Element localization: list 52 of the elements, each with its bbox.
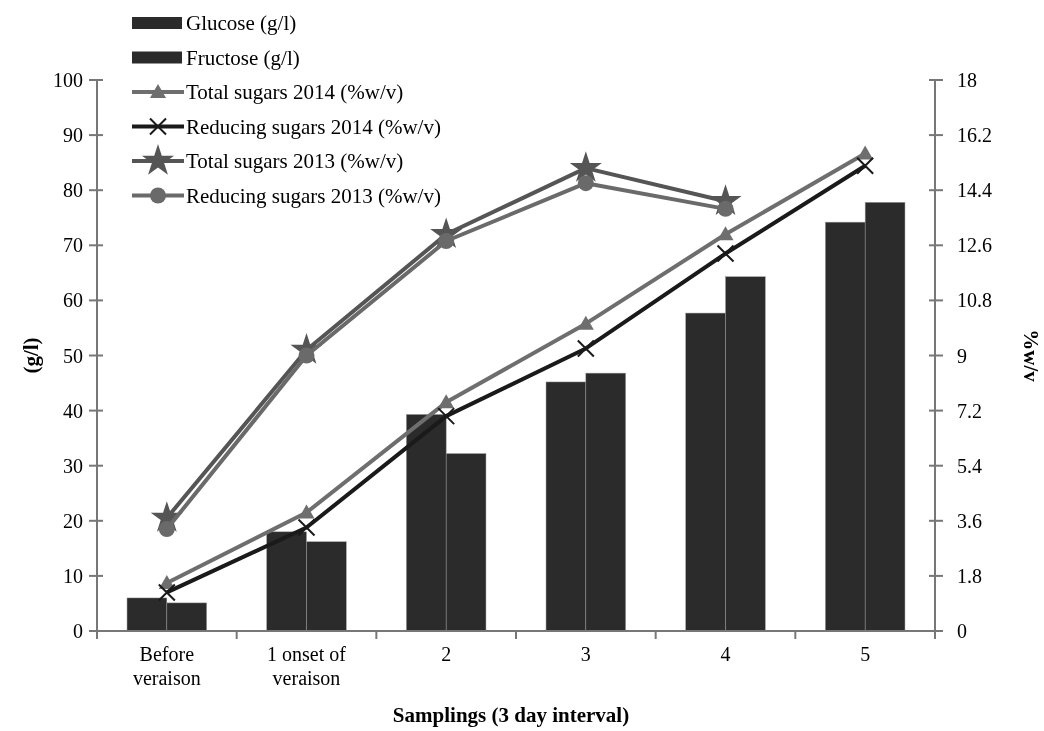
legend-label: Glucose (g/l) [186, 11, 297, 36]
x-tick-label: 5 [860, 643, 871, 665]
y-tick-label: 80 [63, 179, 83, 202]
y-tick-label: 90 [63, 124, 83, 147]
point [577, 175, 594, 192]
y-tick-label: 70 [63, 234, 83, 257]
y2-tick-label: 1.8 [957, 564, 982, 587]
point [437, 407, 456, 426]
y-tick-label: 50 [63, 344, 83, 367]
point [438, 233, 455, 250]
point [438, 394, 455, 409]
y-tick-label: 10 [63, 564, 83, 587]
point [576, 339, 595, 358]
x-tick-label: 1 onset of veraison [267, 643, 347, 689]
y-tick-label: 40 [63, 399, 83, 422]
x-axis-title: Samplings (3 day interval) [392, 703, 630, 727]
point [717, 226, 734, 241]
y2-tick-label: 9 [957, 344, 967, 367]
legend-label: Total sugars 2014 (%w/v) [186, 80, 404, 105]
legend-label: Reducing sugars 2014 (%w/v) [186, 114, 441, 139]
x-tick-label: Before veraison [132, 643, 201, 689]
y-tick-label: 20 [63, 509, 83, 532]
point [716, 244, 735, 263]
point [297, 518, 316, 537]
y2-tick-label: 7.2 [957, 399, 982, 422]
y-tick-label: 0 [73, 620, 83, 642]
point [298, 504, 315, 519]
point [158, 521, 175, 538]
y2-tick-label: 12.6 [957, 234, 992, 257]
y2-tick-label: 5.4 [957, 454, 982, 477]
legend-label: Fructose (g/l) [186, 45, 300, 70]
y2-tick-label: 14.4 [957, 179, 992, 202]
x-tick-label: 3 [580, 643, 591, 665]
y-tick-label: 100 [53, 69, 83, 91]
y2-tick-label: 10.8 [957, 289, 992, 312]
y2-axis-title: %w/v [1019, 329, 1043, 383]
x-tick-label: 4 [720, 643, 731, 665]
point [717, 200, 734, 217]
y2-tick-label: 16.2 [957, 124, 992, 147]
point [157, 583, 176, 602]
legend-label: Reducing sugars 2013 (%w/v) [186, 183, 441, 208]
y2-tick-label: 0 [957, 620, 967, 642]
y-axis-title: (g/l) [19, 337, 43, 374]
y-tick-label: 30 [63, 454, 83, 477]
point [856, 156, 875, 175]
y2-tick-label: 3.6 [957, 509, 982, 532]
legend-label: Total sugars 2013 (%w/v) [186, 149, 404, 174]
point [569, 151, 602, 182]
y2-tick-label: 18 [957, 69, 977, 91]
point [577, 315, 594, 330]
x-tick-label: 2 [441, 643, 452, 665]
y-tick-label: 60 [63, 289, 83, 312]
